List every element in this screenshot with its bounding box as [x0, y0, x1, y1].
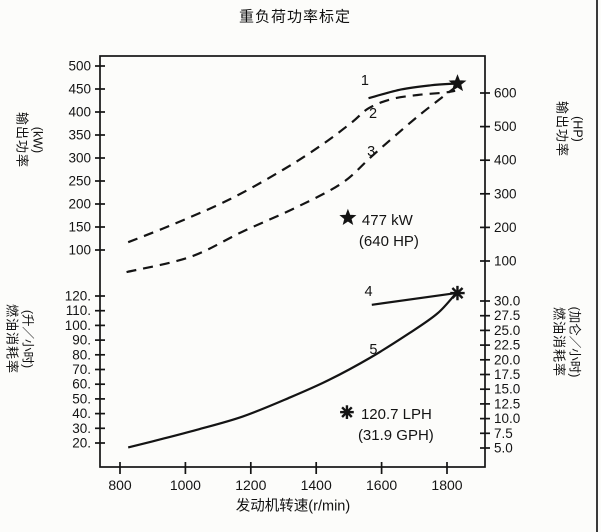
- axis-unit-hp: (HP): [570, 116, 585, 142]
- series-label-2: 2: [369, 106, 377, 122]
- axis-label-engine-speed: 发动机转速(r/min): [235, 498, 351, 515]
- lph-tick-label: 60.: [72, 377, 91, 392]
- series-line-3: [126, 85, 457, 274]
- page-edge-line: [596, 0, 598, 532]
- gph-tick-label: 25.0: [494, 323, 520, 338]
- lph-tick-label: 50.: [72, 391, 91, 406]
- axis-unit-kw: (kW): [30, 126, 45, 154]
- gph-tick-label: 17.5: [494, 367, 520, 382]
- lph-tick-label: 70.: [72, 362, 91, 377]
- series-label-3: 3: [367, 144, 375, 160]
- gph-tick-label: 30.0: [494, 294, 520, 309]
- series-line-4: [371, 291, 457, 306]
- kw-tick-label: 400: [68, 105, 91, 120]
- axis-label-output-power-kw: (kW) 输出功率: [12, 112, 45, 168]
- kw-tick-label: 150: [68, 220, 91, 235]
- gph-tick-label: 22.5: [494, 338, 520, 353]
- gph-tick-label: 12.5: [494, 396, 520, 411]
- hp-tick-label: 300: [494, 186, 517, 201]
- x-tick-label: 1800: [431, 477, 462, 493]
- kw-tick-label: 100: [68, 243, 91, 258]
- hp-tick-label: 100: [494, 254, 517, 269]
- series-label-5: 5: [369, 342, 377, 358]
- series-label-1: 1: [361, 73, 369, 89]
- kw-tick-label: 200: [68, 197, 91, 212]
- series-line-1: [368, 82, 457, 100]
- x-tick-label: 1200: [235, 477, 266, 493]
- axis-label-fuel-rate-gph: (加仑／小时) 燃油消耗率: [549, 307, 582, 378]
- hp-tick-label: 200: [494, 220, 517, 235]
- gph-tick-label: 15.0: [494, 382, 520, 397]
- lph-tick-label: 30.: [72, 421, 91, 436]
- x-tick-label: 1400: [301, 477, 332, 493]
- kw-tick-label: 500: [68, 59, 91, 74]
- gph-tick-label: 7.5: [494, 426, 513, 441]
- lph-tick-label: 90.: [72, 333, 91, 348]
- lph-tick-label: 80.: [72, 347, 91, 362]
- lph-tick-label: 20.: [72, 436, 91, 451]
- kw-tick-label: 450: [68, 82, 91, 97]
- x-tick-label: 800: [108, 477, 132, 493]
- hp-tick-label: 600: [494, 86, 517, 101]
- gph-tick-label: 27.5: [494, 308, 520, 323]
- annotation-line1-1: 120.7 LPH: [361, 406, 432, 423]
- lph-tick-label: 110.: [66, 303, 91, 318]
- axis-name-fuel-rate-left: 燃油消耗率: [4, 303, 20, 375]
- annotation-line2-1: (31.9 GPH): [358, 427, 434, 444]
- lph-tick-label: 100.: [65, 318, 91, 333]
- kw-tick-label: 250: [68, 174, 91, 189]
- axis-unit-gallons-per-hour: (加仑／小时): [567, 306, 582, 378]
- star-legend-icon: [339, 208, 357, 226]
- kw-tick-label: 350: [68, 128, 91, 143]
- hp-tick-label: 500: [494, 119, 517, 134]
- lph-tick-label: 120.: [65, 289, 91, 304]
- gph-tick-label: 10.0: [494, 411, 520, 426]
- kw-tick-label: 300: [68, 151, 91, 166]
- x-tick-label: 1600: [366, 477, 397, 493]
- series-line-2: [127, 89, 456, 244]
- axis-name-output-power-left: 输出功率: [14, 111, 30, 169]
- gph-tick-label: 5.0: [494, 441, 513, 456]
- series-label-4: 4: [364, 284, 372, 300]
- annotation-line2-0: (640 HP): [359, 233, 419, 250]
- series-line-5: [127, 292, 457, 449]
- lph-tick-label: 40.: [72, 406, 91, 421]
- axis-label-fuel-rate-lph: (升／小时) 燃油消耗率: [2, 304, 35, 374]
- axis-label-output-power-hp: (HP) 输出功率: [552, 101, 585, 157]
- asterisk-legend-icon: [341, 406, 353, 418]
- x-tick-label: 1000: [170, 477, 201, 493]
- chart-title: 重负荷功率标定: [238, 8, 352, 26]
- axis-name-fuel-rate-right: 燃油消耗率: [551, 306, 567, 378]
- star-marker: [448, 74, 467, 92]
- axis-unit-liters-per-hour: (升／小时): [20, 309, 35, 369]
- hp-tick-label: 400: [494, 153, 517, 168]
- gph-tick-label: 20.0: [494, 352, 520, 367]
- axis-name-output-power-right: 输出功率: [554, 100, 570, 158]
- asterisk-marker: [451, 287, 464, 299]
- annotation-line1-0: 477 kW: [362, 212, 414, 229]
